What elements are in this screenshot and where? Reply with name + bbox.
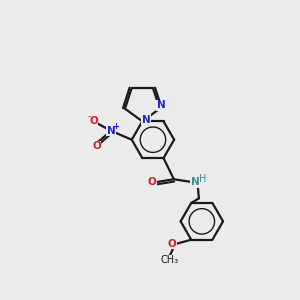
Text: N: N (107, 126, 116, 136)
Text: N: N (157, 100, 166, 110)
Text: H: H (199, 174, 206, 184)
Text: O: O (89, 116, 98, 126)
Text: +: + (112, 122, 119, 131)
Text: O: O (148, 177, 156, 187)
Text: N: N (191, 177, 200, 187)
Text: N: N (142, 115, 150, 125)
Text: -: - (88, 111, 91, 121)
Text: CH₃: CH₃ (161, 255, 179, 265)
Text: O: O (92, 141, 101, 151)
Text: O: O (168, 238, 176, 248)
